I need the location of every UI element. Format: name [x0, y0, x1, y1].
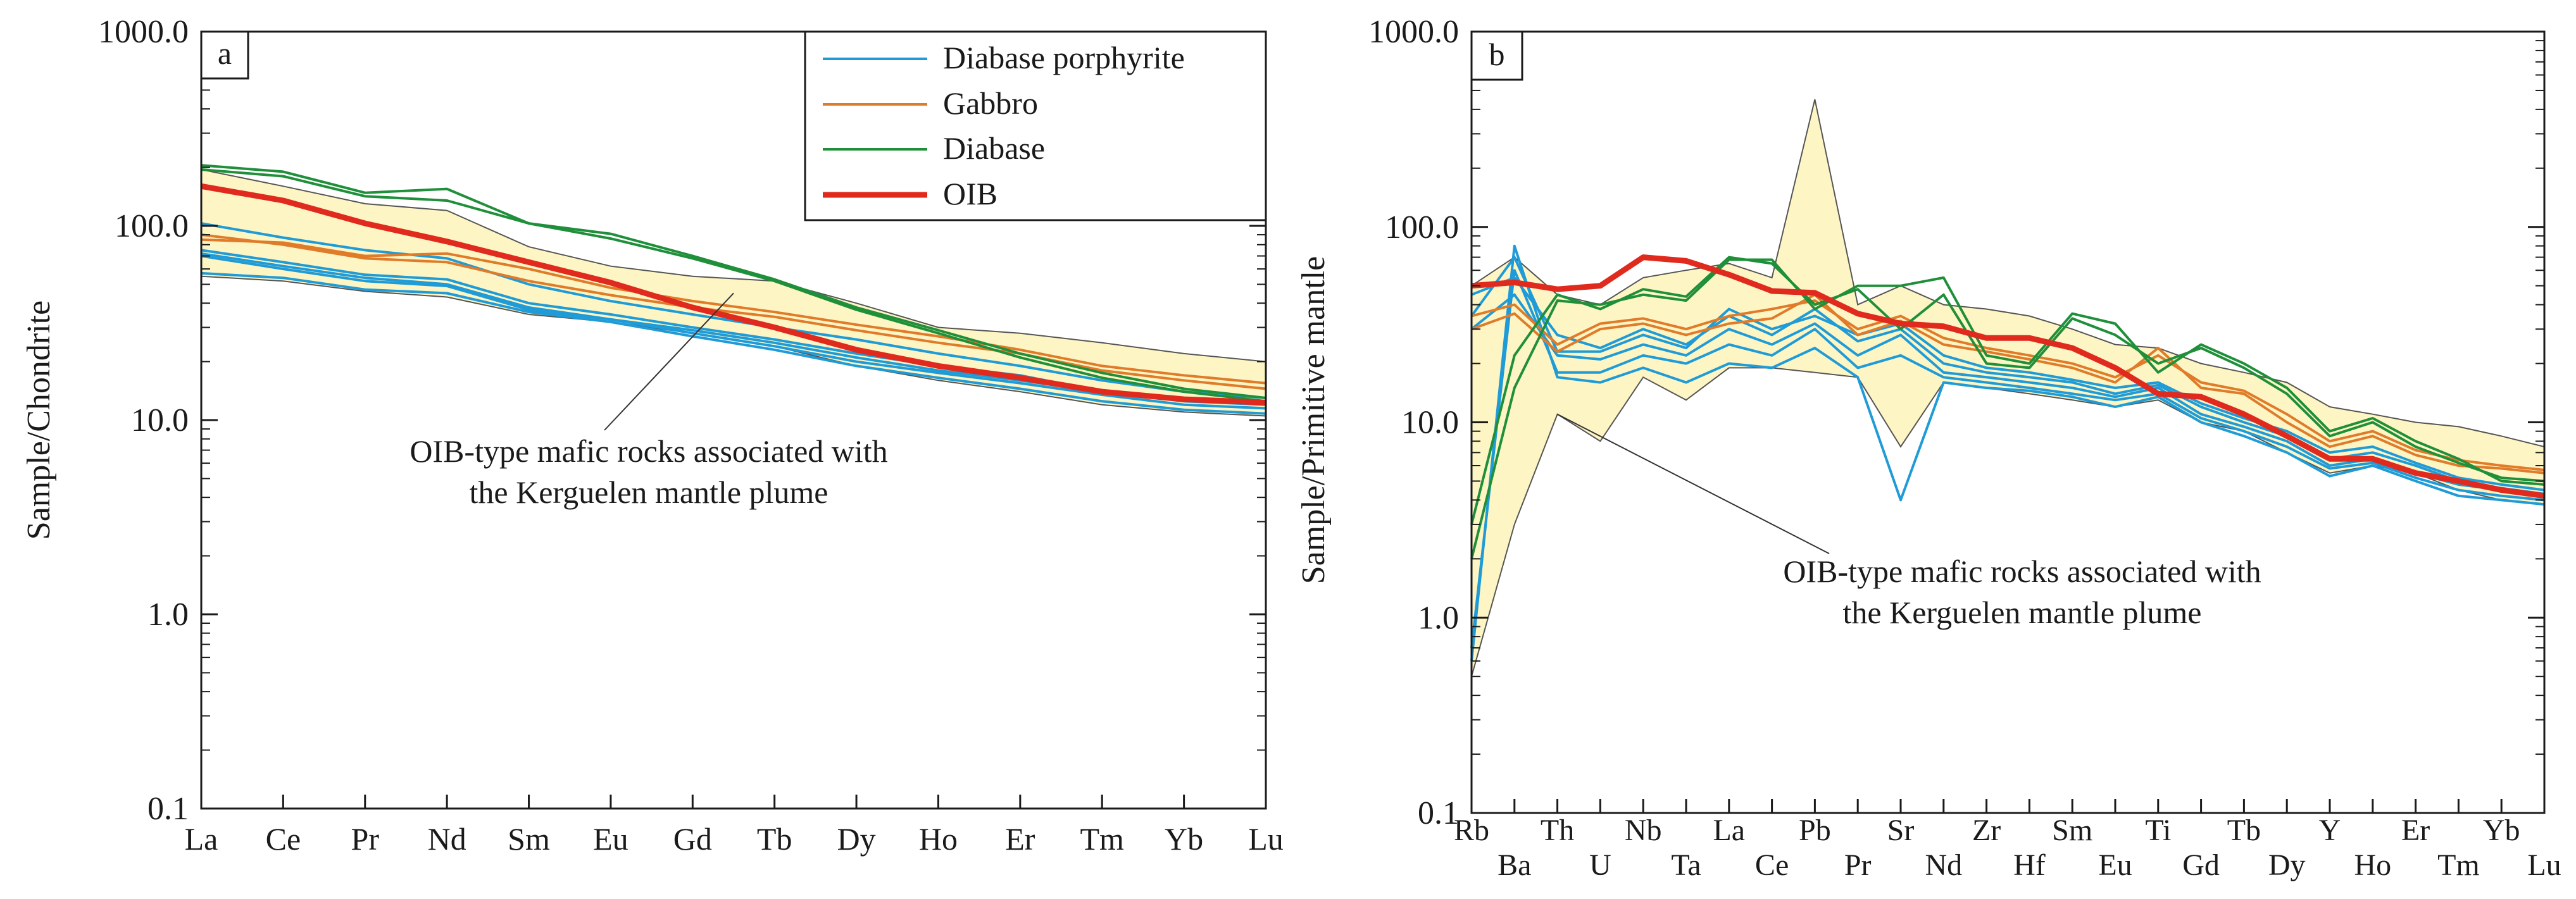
- legend-label-diabase: Diabase: [943, 130, 1045, 166]
- panel-a-series-diabase-porphyrite-3: [201, 254, 1266, 410]
- panel-a-label: a: [218, 35, 232, 71]
- panel-b-annotation-line2: the Kerguelen mantle plume: [1843, 595, 2202, 630]
- panel-b-series-gabbro-5: [1471, 293, 2545, 474]
- panel-a-x-tick-label-tb: Tb: [757, 821, 792, 857]
- panel-a-x-tick-label-gd: Gd: [673, 821, 712, 857]
- panel-a-x-tick-label-sm: Sm: [508, 821, 550, 857]
- panel-b-label-box: [1470, 30, 1523, 81]
- panel-a-x-tick-label-yb: Yb: [1165, 821, 1203, 857]
- panel-b-x-tick-label-th: Th: [1541, 814, 1574, 847]
- panel-b-series-oib-9: [1471, 254, 2545, 499]
- panel-b-x-tick-label-ce: Ce: [1755, 848, 1789, 882]
- panel-a-x-tick-label-ce: Ce: [266, 821, 301, 857]
- panel-b-annotation-leader: [1557, 413, 1830, 554]
- panel-a-y-tick-label: 0.1: [147, 791, 189, 827]
- panel-a-x-tick-label-ho: Ho: [919, 821, 958, 857]
- panel-b-y-tick-label: 10.0: [1401, 405, 1459, 441]
- panel-b-x-tick-label-ba: Ba: [1497, 848, 1531, 882]
- panel-b-x-tick-label-tb: Tb: [2227, 814, 2261, 847]
- panel-a-x-tick-label-nd: Nd: [428, 821, 466, 857]
- panel-a-label-box: [200, 30, 249, 80]
- panel-b-series-diabase-porphyrite-4: [1470, 256, 2545, 492]
- panel-a-annotation-line1: OIB-type mafic rocks associated with: [410, 433, 887, 469]
- panel-a-x-tick-label-la: La: [185, 821, 218, 857]
- panel-b-series-diabase-porphyrite-1: [1470, 269, 2545, 648]
- panel-b-primitive-mantle-plot: OIB-type mafic rocks associated with the …: [1296, 14, 2561, 882]
- panel-a-x-tick-label-tm: Tm: [1080, 821, 1125, 857]
- legend: Diabase porphyrite Gabbro Diabase OIB: [804, 30, 1267, 221]
- panel-a-x-tick-label-dy: Dy: [837, 821, 876, 857]
- panel-b-series-diabase-porphyrite-3: [1471, 276, 2545, 495]
- panel-b-y-tick-label: 0.1: [1418, 795, 1459, 831]
- panel-a-x-tick-label-er: Er: [1005, 821, 1035, 857]
- panel-a-annotation-leader: [604, 292, 734, 431]
- panel-b-series-diabase-7: [1470, 258, 2545, 559]
- panel-a-y-tick-label: 1000.0: [98, 14, 189, 50]
- legend-label-oib: OIB: [943, 176, 997, 211]
- panel-b-x-tick-label-hf: Hf: [2013, 848, 2046, 882]
- panel-a-annotation-line2: the Kerguelen mantle plume: [470, 474, 828, 510]
- panel-a-x-tick-label-lu: Lu: [1248, 821, 1284, 857]
- panel-b-series-diabase-8: [1470, 256, 2545, 525]
- panel-b-y-tick-label: 100.0: [1385, 209, 1459, 245]
- panel-b-x-tick-label-lu: Lu: [2527, 848, 2561, 882]
- panel-b-series-diabase-porphyrite-0: [1470, 244, 2545, 661]
- panel-a-x-tick-label-pr: Pr: [351, 821, 380, 857]
- panel-b-y-tick-label: 1.0: [1418, 600, 1459, 636]
- panel-b-x-tick-label-y: Y: [2319, 814, 2341, 847]
- panel-a-y-tick-label: 1.0: [147, 597, 189, 633]
- panel-b-x-tick-label-zr: Zr: [1972, 814, 2001, 847]
- panel-b-x-tick-label-rb: Rb: [1454, 814, 1489, 847]
- panel-b-x-tick-label-la: La: [1713, 814, 1745, 847]
- panel-b-x-tick-label-pr: Pr: [1844, 848, 1872, 882]
- panel-b-x-tick-label-sm: Sm: [2052, 814, 2092, 847]
- panel-a-series-diabase-7: [201, 164, 1266, 399]
- panel-b-x-tick-label-eu: Eu: [2098, 848, 2132, 882]
- panel-a-series-diabase-porphyrite-0: [201, 222, 1266, 399]
- panel-b-x-tick-label-pb: Pb: [1799, 814, 1831, 847]
- panel-b-x-tick-label-er: Er: [2401, 814, 2430, 847]
- panel-b-x-tick-label-yb: Yb: [2483, 814, 2520, 847]
- legend-label-diabase-porphyrite: Diabase porphyrite: [943, 40, 1185, 75]
- panel-b-x-tick-label-dy: Dy: [2268, 848, 2306, 882]
- panel-b-x-tick-label-ho: Ho: [2354, 848, 2391, 882]
- panel-a-y-axis-label: Sample/Chondrite: [21, 301, 57, 540]
- panel-a-series-oib-9: [201, 183, 1266, 406]
- panel-b-x-tick-label-ti: Ti: [2145, 814, 2171, 847]
- legend-label-gabbro: Gabbro: [943, 85, 1038, 121]
- panel-b-y-tick-label: 1000.0: [1368, 14, 1459, 50]
- panel-b-x-tick-label-tm: Tm: [2437, 848, 2480, 882]
- panel-b-x-tick-label-nb: Nb: [1625, 814, 1662, 847]
- panel-b-x-tick-label-sr: Sr: [1887, 814, 1915, 847]
- panel-b-oib-field: [1471, 99, 2545, 677]
- panel-b-annotation-line1: OIB-type mafic rocks associated with: [1783, 554, 2261, 589]
- panel-b-x-tick-label-gd: Gd: [2182, 848, 2220, 882]
- panel-b-x-tick-label-ta: Ta: [1671, 848, 1701, 882]
- panel-b-series-gabbro-6: [1471, 299, 2545, 471]
- panel-a-chondrite-plot: OIB-type mafic rocks associated with the …: [21, 14, 1284, 857]
- panel-a-y-tick-label: 100.0: [115, 208, 189, 244]
- panel-a-series-gabbro-5: [201, 238, 1266, 385]
- panel-a-x-tick-label-eu: Eu: [593, 821, 628, 857]
- panel-a-y-tick-label: 10.0: [131, 402, 189, 438]
- panel-b-x-tick-label-u: U: [1589, 848, 1611, 882]
- panel-a-series-gabbro-6: [201, 233, 1266, 390]
- panel-a-series-diabase-8: [201, 168, 1266, 403]
- panel-b-label: b: [1489, 37, 1505, 72]
- legend-box: [804, 30, 1267, 221]
- panel-b-x-tick-label-nd: Nd: [1925, 848, 1962, 882]
- panel-b-y-axis-label: Sample/Primitive mantle: [1296, 256, 1332, 584]
- panel-a-series-diabase-porphyrite-4: [201, 271, 1266, 415]
